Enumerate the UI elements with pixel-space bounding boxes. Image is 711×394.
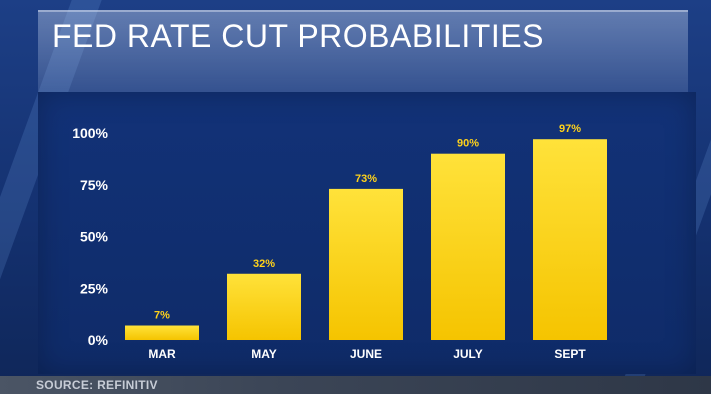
bar-may: [227, 273, 301, 340]
y-tick-label: 0%: [88, 332, 109, 348]
data-label: 7%: [154, 310, 170, 322]
y-tick-label: 100%: [72, 125, 108, 141]
bar-july: [431, 153, 505, 340]
y-tick-label: 50%: [80, 229, 109, 245]
y-tick-label: 75%: [80, 177, 109, 193]
y-tick-label: 25%: [80, 280, 109, 296]
data-labels: 7% 32% 73% 90% 97%: [154, 123, 581, 321]
bar-june: [329, 188, 403, 340]
bar-sept: [533, 139, 607, 340]
x-tick-label: MAR: [148, 347, 176, 361]
x-tick-label: SEPT: [554, 347, 586, 361]
x-tick-label: JULY: [453, 347, 483, 361]
bar-mar: [125, 325, 199, 340]
y-axis: 0% 25% 50% 75% 100%: [72, 125, 108, 348]
data-label: 73%: [355, 173, 377, 185]
data-label: 97%: [559, 123, 581, 135]
data-label: 90%: [457, 138, 479, 150]
title-panel: [38, 10, 688, 92]
x-tick-label: JUNE: [350, 347, 382, 361]
chart-title: FED RATE CUT PROBABILITIES: [52, 18, 544, 54]
bars: [125, 139, 607, 340]
source-strip: [0, 376, 711, 394]
x-tick-label: MAY: [251, 347, 277, 361]
x-axis: MAR MAY JUNE JULY SEPT: [148, 347, 586, 361]
source-text: SOURCE: REFINITIV: [36, 378, 158, 392]
data-label: 32%: [253, 258, 275, 270]
